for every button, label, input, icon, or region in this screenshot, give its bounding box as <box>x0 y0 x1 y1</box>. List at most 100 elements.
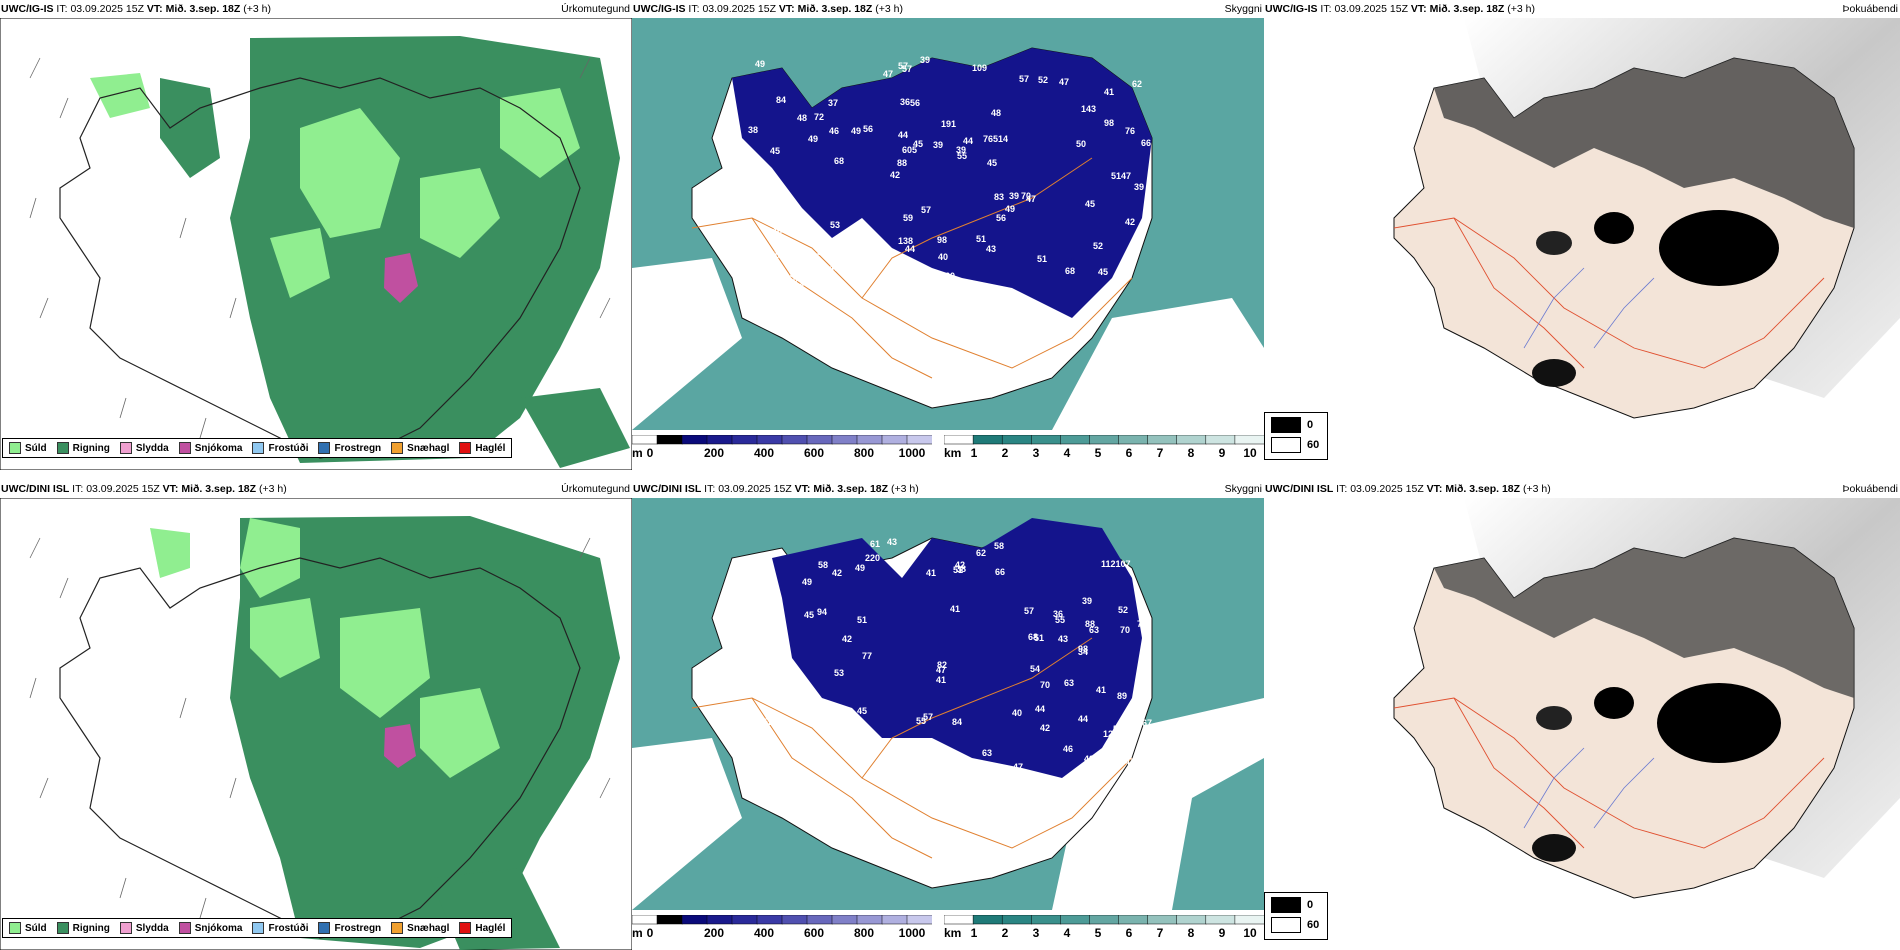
legend-label: Frostúði <box>268 442 309 454</box>
snowline-value: 47 <box>1026 194 1036 204</box>
it-label: IT: <box>688 3 700 15</box>
snow-area <box>384 724 416 768</box>
snowline-value: 51 <box>1037 254 1047 264</box>
fog-legend-item: 0 <box>1271 417 1313 433</box>
snowline-value: 35 <box>857 257 867 267</box>
colorbar-unit: m <box>632 446 643 460</box>
snowline-value: 138 <box>898 236 913 246</box>
vt-label: VT: <box>1410 3 1427 15</box>
legend-item: Slydda <box>119 442 169 454</box>
fog-legend-swatch <box>1271 897 1301 913</box>
snowline-value: 94 <box>817 607 827 617</box>
legend-label: Slydda <box>135 442 169 454</box>
snowline-value: 37 <box>828 98 838 108</box>
snowline-value: 48 <box>991 108 1001 118</box>
colorbar-tick: 6 <box>1125 926 1133 940</box>
snowline-value: 39 <box>1134 182 1144 192</box>
snowline-value: 57 <box>1024 606 1034 616</box>
snowline-value: 36 <box>1053 609 1063 619</box>
snowline-value: 63 <box>1089 625 1099 635</box>
snowline-value: 51 <box>1034 633 1044 643</box>
colorbar-tick: 10 <box>1243 926 1257 940</box>
colorbar-tick: 3 <box>1032 926 1040 940</box>
snowline-value: 49 <box>851 126 861 136</box>
snowline-value: 39 <box>1082 596 1092 606</box>
snowline-value: 52 <box>1093 241 1103 251</box>
colorbar-tick: 800 <box>853 446 875 460</box>
legend-swatch <box>391 442 404 454</box>
panel-title: Úrkomutegund <box>561 3 630 15</box>
snowline-value: 51 <box>976 234 986 244</box>
legend-label: Snjókoma <box>194 442 243 454</box>
snowline-value: 46 <box>829 126 839 136</box>
panel-header: UWC/IG-IS IT: 03.09.2025 15Z VT: Mið. 3.… <box>1264 0 1900 18</box>
legend-swatch <box>459 922 472 934</box>
colorbar-tick: 400 <box>753 446 775 460</box>
panel-title: Skyggni <box>1224 483 1262 495</box>
legend-item: Snæhagl <box>391 922 449 934</box>
colorbar-bin <box>706 434 733 445</box>
legend-swatch <box>318 442 331 454</box>
model-name: UWC/IG-IS <box>633 3 686 15</box>
snowline-value: 45 <box>790 270 800 280</box>
snowline-value: 41 <box>950 604 960 614</box>
colorbar-bin <box>1147 434 1178 445</box>
colorbar-unit: m <box>632 926 643 940</box>
colorbar-bin <box>1001 434 1033 445</box>
legend-item: Frostregn <box>318 442 381 454</box>
colorbar-tick: 9 <box>1218 446 1226 460</box>
it-label: IT: <box>1320 3 1332 15</box>
snowline-value: 56 <box>754 257 764 267</box>
colorbar-tick: 8 <box>1187 446 1195 460</box>
wind-barbs <box>29 537 611 919</box>
forecast-row-1: UWC/IG-IS IT: 03.09.2025 15Z VT: Mið. 3.… <box>0 0 1900 470</box>
panel-header: UWC/DINI ISL IT: 03.09.2025 15Z VT: Mið.… <box>0 480 632 498</box>
colorbar-bin <box>756 434 783 445</box>
snowline-colorbar: m 0 200 400 600 800 1000 <box>631 914 933 944</box>
legend-item: Rigning <box>56 442 110 454</box>
colorbar-tick: 1 <box>970 446 978 460</box>
snowline-value: 60 <box>788 274 798 284</box>
colorbar-tick: 600 <box>803 926 825 940</box>
snowline-value: 138 <box>905 266 920 276</box>
vt-label: VT: <box>1426 483 1443 495</box>
snowline-value: 53 <box>834 668 844 678</box>
panel-header: UWC/IG-IS IT: 03.09.2025 15Z VT: Mið. 3.… <box>0 0 632 18</box>
snowline-value: 42 <box>832 568 842 578</box>
iceland-coast <box>59 557 581 939</box>
snowline-value: 88 <box>1085 619 1095 629</box>
snowline-value: 123 <box>1103 729 1118 739</box>
colorbar-bin <box>656 434 683 445</box>
snow-area <box>384 253 418 303</box>
colorbar-bin <box>806 914 833 925</box>
panel-title: Þokuábendi <box>1842 3 1898 15</box>
snowline-value: 51 <box>857 615 867 625</box>
snowline-value: 56 <box>996 213 1006 223</box>
snowline-value: 260 <box>940 271 955 281</box>
legend-item: Súld <box>9 442 47 454</box>
colorbar-bin <box>656 914 683 925</box>
colorbar-bin <box>806 434 833 445</box>
init-time: 03.09.2025 15Z <box>70 3 144 15</box>
colorbar-tick: 2 <box>1001 926 1009 940</box>
wind-barbs <box>29 57 611 439</box>
rivers <box>1523 747 1655 829</box>
colorbar-bin <box>1089 434 1120 445</box>
fog-legend-swatch <box>1271 437 1301 453</box>
colorbar-bin <box>972 434 1003 445</box>
colorbar-bin <box>781 434 808 445</box>
colorbar-bin <box>881 434 908 445</box>
panel-title: Skyggni <box>1224 3 1262 15</box>
snowline-value: 41 <box>1096 685 1106 695</box>
snowline-value: 47 <box>936 665 946 675</box>
snowline-value: 75 <box>856 723 866 733</box>
it-label: IT: <box>704 483 716 495</box>
snowline-value: 43 <box>986 244 996 254</box>
snowline-value: 5147 <box>1111 171 1131 181</box>
legend-swatch <box>252 442 265 454</box>
colorbar-bin <box>906 434 933 445</box>
snowline-value: 84 <box>952 717 962 727</box>
colorbar-bin <box>1031 434 1062 445</box>
colorbar-bin <box>681 434 708 445</box>
colorbar-bin <box>1176 914 1207 925</box>
